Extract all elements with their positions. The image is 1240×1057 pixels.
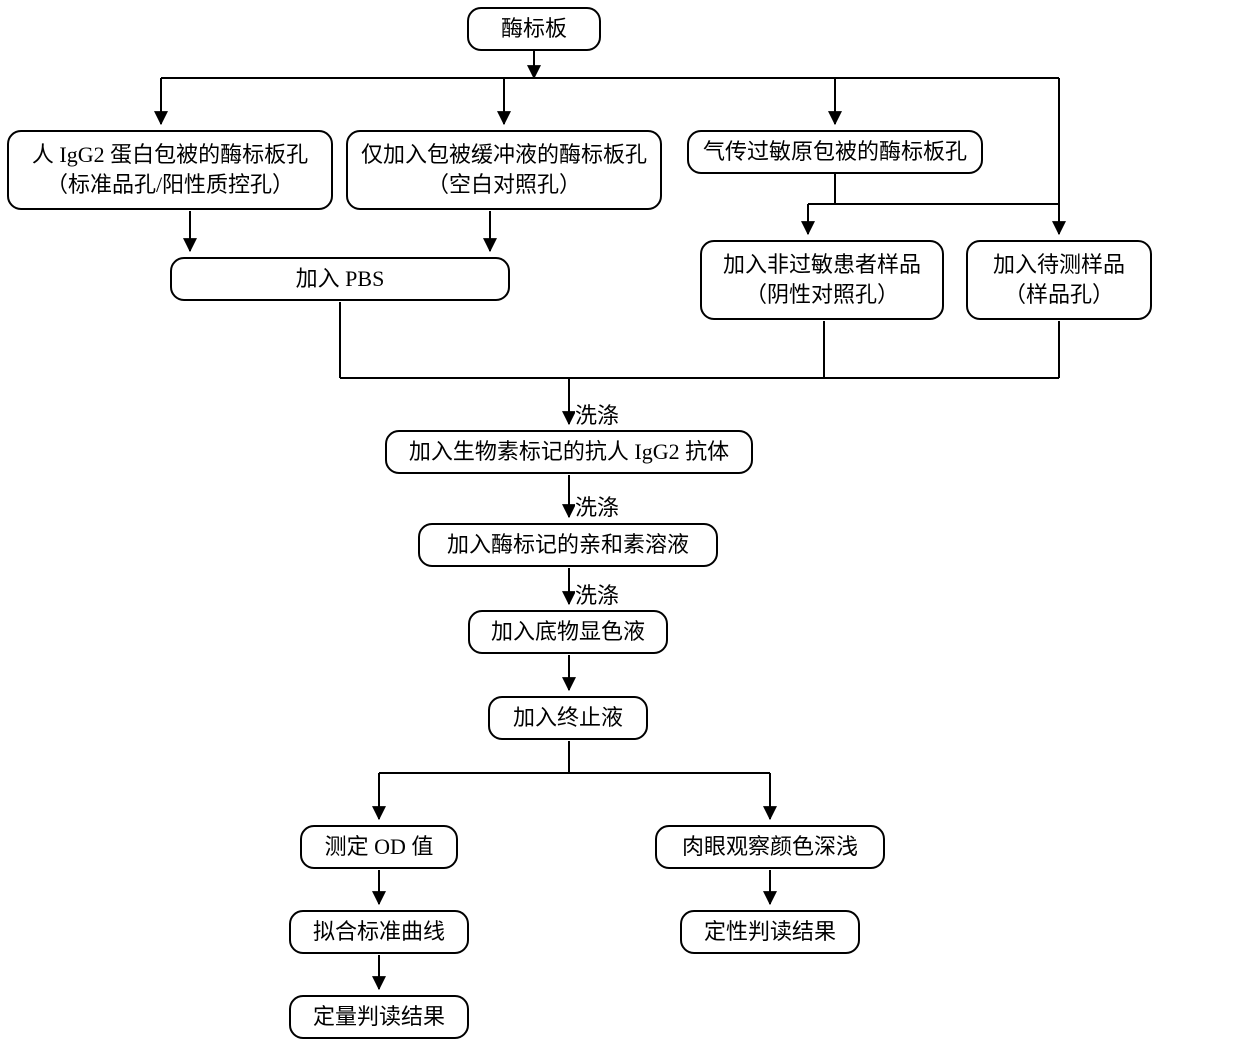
node-n6: 加入非过敏患者样品（阴性对照孔）: [700, 240, 944, 320]
node-sublabel: （空白对照孔）: [427, 170, 581, 200]
node-label: 肉眼观察颜色深浅: [682, 832, 858, 862]
node-n4: 气传过敏原包被的酶标板孔: [687, 130, 983, 174]
node-n5: 加入 PBS: [170, 257, 510, 301]
node-n8: 加入生物素标记的抗人 IgG2 抗体: [385, 430, 753, 474]
node-label: 气传过敏原包被的酶标板孔: [703, 137, 967, 167]
node-n11: 加入终止液: [488, 696, 648, 740]
node-sublabel: （样品孔）: [1004, 280, 1114, 310]
node-n10: 加入底物显色液: [468, 610, 668, 654]
node-label: 加入生物素标记的抗人 IgG2 抗体: [409, 437, 729, 467]
node-n14: 拟合标准曲线: [289, 910, 469, 954]
node-n7: 加入待测样品（样品孔）: [966, 240, 1152, 320]
node-label: 仅加入包被缓冲液的酶标板孔: [361, 140, 647, 170]
node-n9: 加入酶标记的亲和素溶液: [418, 523, 718, 567]
node-n2: 人 IgG2 蛋白包被的酶标板孔（标准品孔/阳性质控孔）: [7, 130, 333, 210]
node-label: 人 IgG2 蛋白包被的酶标板孔: [32, 140, 308, 170]
node-label: 酶标板: [501, 14, 567, 44]
node-label: 加入酶标记的亲和素溶液: [447, 530, 689, 560]
edge-label-wash3: 洗涤: [575, 578, 619, 610]
node-label: 测定 OD 值: [325, 832, 434, 862]
node-n3: 仅加入包被缓冲液的酶标板孔（空白对照孔）: [346, 130, 662, 210]
edge-label-wash1: 洗涤: [575, 398, 619, 430]
node-n16: 定量判读结果: [289, 995, 469, 1039]
node-label: 加入底物显色液: [491, 617, 645, 647]
node-n15: 定性判读结果: [680, 910, 860, 954]
node-label: 定量判读结果: [313, 1002, 445, 1032]
node-n12: 测定 OD 值: [300, 825, 458, 869]
node-label: 定性判读结果: [704, 917, 836, 947]
edge-label-wash2: 洗涤: [575, 490, 619, 522]
node-label: 拟合标准曲线: [313, 917, 445, 947]
node-label: 加入非过敏患者样品: [723, 250, 921, 280]
node-n1: 酶标板: [467, 7, 601, 51]
node-sublabel: （阴性对照孔）: [745, 280, 899, 310]
node-label: 加入 PBS: [296, 264, 385, 294]
node-n13: 肉眼观察颜色深浅: [655, 825, 885, 869]
node-label: 加入终止液: [513, 703, 623, 733]
node-sublabel: （标准品孔/阳性质控孔）: [46, 170, 294, 200]
flowchart-canvas: 酶标板人 IgG2 蛋白包被的酶标板孔（标准品孔/阳性质控孔）仅加入包被缓冲液的…: [0, 0, 1240, 1057]
node-label: 加入待测样品: [993, 250, 1125, 280]
